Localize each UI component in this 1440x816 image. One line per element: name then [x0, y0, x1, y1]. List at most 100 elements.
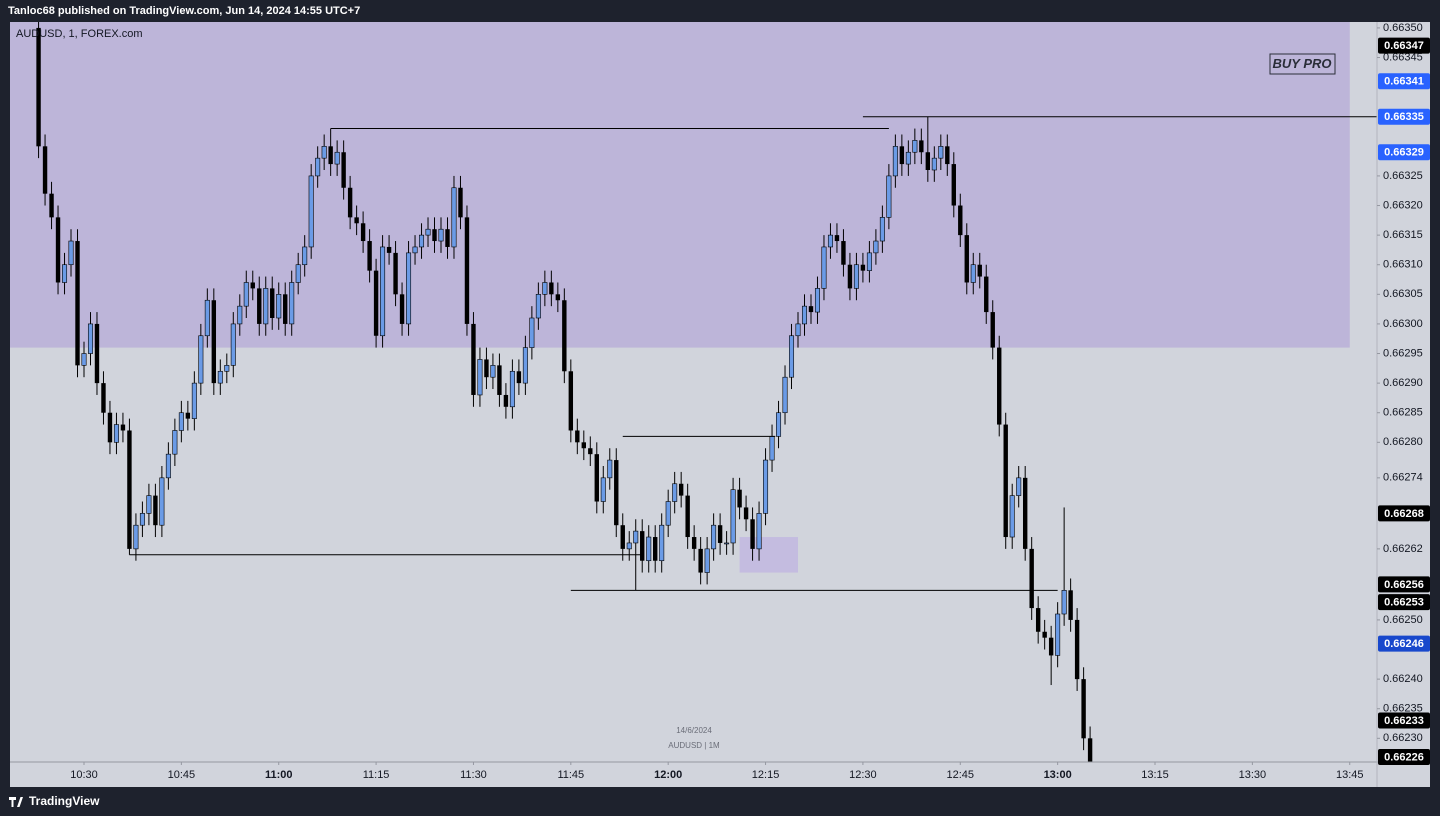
candle-body: [626, 542, 632, 550]
candle-body: [646, 536, 652, 562]
price-badge: [1378, 749, 1430, 765]
plot-area: [10, 22, 1377, 762]
x-tick-label: 13:45: [1336, 769, 1364, 781]
badge-box: [1269, 53, 1336, 75]
x-tick-label: 10:30: [70, 769, 98, 781]
candle-body: [393, 252, 398, 295]
x-tick-label: 11:30: [460, 769, 487, 781]
price-badge: [1378, 144, 1430, 161]
badge-text: BUY PRO: [1273, 56, 1332, 71]
price-badge-label: 0.66335: [1384, 111, 1424, 123]
candle-body: [204, 299, 210, 337]
price-badge: [1378, 505, 1430, 522]
candle-body: [665, 501, 671, 526]
y-tick-label: 0.66300: [1383, 318, 1423, 330]
candle-body: [730, 489, 736, 544]
candle-body: [328, 146, 333, 165]
candle-body: [568, 371, 574, 431]
candle-body: [912, 140, 918, 153]
candle-body: [497, 365, 502, 395]
candle-body: [814, 288, 820, 313]
price-badge-label: 0.66329: [1384, 147, 1424, 159]
candle-body: [120, 424, 126, 431]
x-tick-label: 13:15: [1141, 769, 1169, 781]
candle-body: [756, 513, 762, 550]
header: Tanloc68 published on TradingView.com, J…: [8, 5, 360, 17]
candle-body: [879, 217, 885, 242]
candle-body: [159, 477, 165, 526]
price-badge-label: 0.66256: [1384, 579, 1424, 591]
candle-body: [419, 234, 425, 248]
x-tick-label: 11:15: [363, 769, 390, 781]
candle-body: [782, 376, 788, 414]
candle-body: [386, 246, 392, 253]
candle-body: [347, 187, 353, 218]
candle-body: [133, 524, 139, 550]
candle-body: [555, 294, 561, 301]
candle-body: [964, 235, 969, 283]
candle-body: [257, 288, 262, 324]
candle-body: [36, 27, 41, 147]
candle-body: [237, 305, 243, 325]
x-tick-label: 12:45: [947, 769, 975, 781]
candle-body: [1068, 590, 1073, 620]
candle-body: [938, 146, 944, 159]
candle-body: [581, 442, 587, 449]
candle-body: [1081, 679, 1086, 739]
candle-body: [522, 347, 528, 384]
candle-body: [451, 187, 457, 248]
candle-body: [600, 477, 606, 502]
candle-body: [594, 454, 599, 502]
candle-body: [334, 151, 340, 165]
candle-body: [139, 513, 145, 526]
candle-body: [834, 235, 840, 242]
candle-body: [283, 294, 288, 324]
candle-body: [503, 394, 509, 407]
candle-body: [432, 229, 437, 242]
logo: [9, 797, 23, 807]
price-badge: [1378, 594, 1430, 611]
candle-body: [49, 193, 54, 218]
candle-body: [1009, 495, 1015, 538]
candle-body: [801, 305, 807, 325]
candle-body: [62, 264, 68, 283]
candle-body: [886, 175, 892, 218]
candle-body: [68, 240, 74, 266]
candle-body: [711, 524, 717, 550]
candle-body: [970, 264, 976, 283]
x-tick-label: 11:00: [265, 769, 293, 781]
candle-body: [406, 252, 412, 325]
candle-body: [535, 294, 541, 319]
candle-body: [698, 548, 703, 573]
candle-body: [990, 312, 995, 348]
candle-body: [743, 507, 749, 520]
candle-body: [737, 489, 742, 508]
candle-body: [230, 323, 236, 366]
candle-body: [185, 412, 191, 419]
candle-body: [958, 205, 963, 236]
candle-body: [873, 240, 879, 254]
candle-body: [399, 294, 405, 324]
candle-body: [94, 323, 100, 384]
logo-mark: [9, 797, 23, 807]
candle-body: [107, 412, 113, 443]
price-badge-label: 0.66226: [1384, 751, 1424, 763]
candle-body: [763, 459, 769, 514]
candle-body: [1003, 424, 1008, 538]
y-tick-label: 0.66315: [1383, 229, 1423, 241]
y-tick-label: 0.66262: [1383, 543, 1423, 555]
candle-body: [549, 282, 554, 295]
y-tick-label: 0.66285: [1383, 407, 1423, 419]
candle-body: [750, 519, 755, 549]
candle-body: [127, 430, 132, 549]
candle-body: [860, 264, 866, 271]
candle-body: [614, 460, 619, 526]
candle-body: [575, 430, 580, 443]
candle-body: [289, 282, 295, 325]
candle-body: [1061, 590, 1067, 615]
price-badge-label: 0.66246: [1384, 638, 1424, 650]
candle-body: [653, 537, 658, 561]
candle-body: [1035, 608, 1041, 632]
candle-body: [490, 365, 496, 378]
